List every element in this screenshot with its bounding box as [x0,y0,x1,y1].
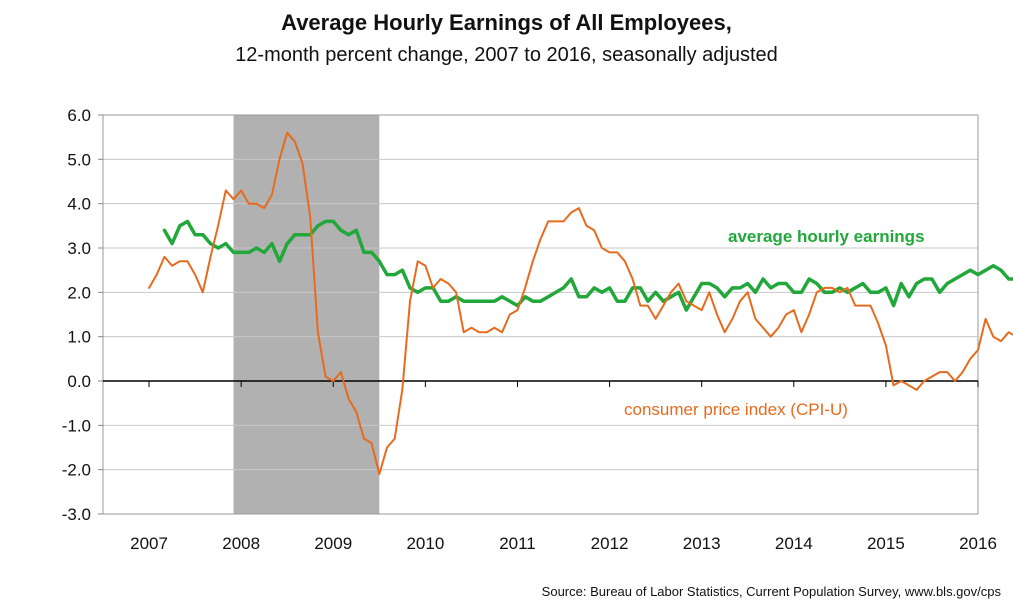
x-tick-label: 2014 [775,534,813,553]
plot-border [102,114,979,515]
x-tick-label: 2007 [130,534,168,553]
y-tick-label: -1.0 [62,416,91,435]
source-note: Source: Bureau of Labor Statistics, Curr… [541,584,1001,599]
ahe-series-line [162,219,1013,312]
x-tick-label: 2012 [591,534,629,553]
x-tick-label: 2015 [867,534,905,553]
x-tick-label: 2008 [222,534,260,553]
cpi-series-line [148,131,1013,476]
y-tick-label: 0.0 [67,372,91,391]
cpi-series-label: consumer price index (CPI-U) [624,400,848,419]
y-tick-label: 4.0 [67,195,91,214]
y-tick-label: -2.0 [62,461,91,480]
chart-title: Average Hourly Earnings of All Employees… [281,10,732,35]
y-tick-label: -3.0 [62,505,91,524]
x-tick-label: 2013 [683,534,721,553]
y-tick-label: 2.0 [67,283,91,302]
x-tick-label: 2010 [406,534,444,553]
ahe-series-label: average hourly earnings [728,227,925,246]
x-tick-label: 2016 [959,534,997,553]
recession-shading [233,115,380,514]
y-tick-label: 3.0 [67,239,91,258]
x-tick-label: 2009 [314,534,352,553]
y-tick-label: 5.0 [67,150,91,169]
chart-subtitle: 12-month percent change, 2007 to 2016, s… [235,44,778,66]
y-tick-label: 1.0 [67,328,91,347]
y-tick-label: 6.0 [67,106,91,125]
x-tick-label: 2011 [499,534,536,553]
